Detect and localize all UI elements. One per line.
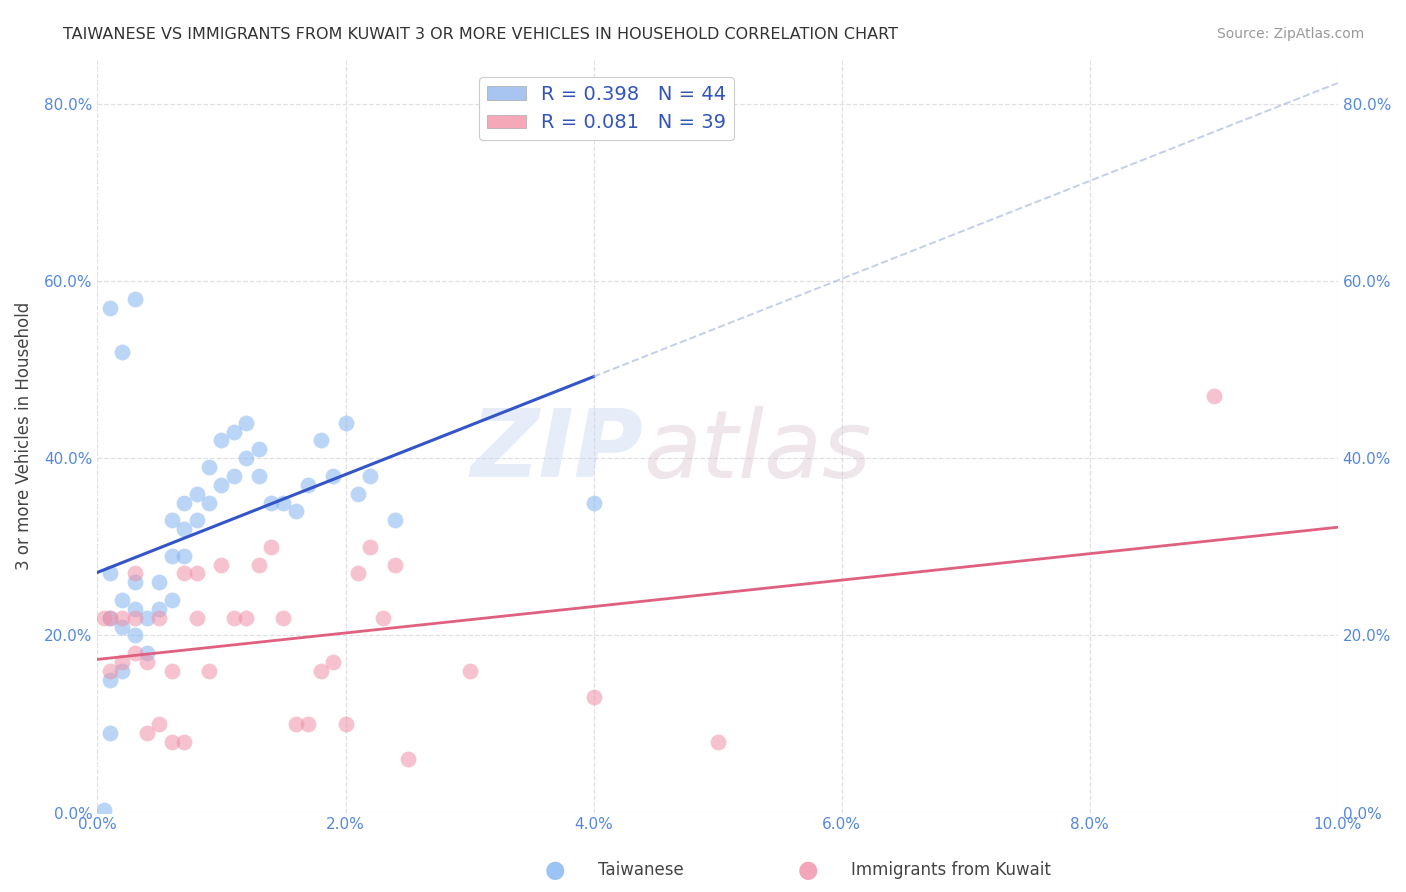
Point [260,540,283,554]
Point [211,434,233,448]
Point [124,292,146,306]
Legend: R = 0.398   N = 44, R = 0.081   N = 39: R = 0.398 N = 44, R = 0.081 N = 39 [479,77,734,140]
Text: Immigrants from Kuwait: Immigrants from Kuwait [851,861,1050,879]
Point [706,734,728,748]
Text: Source: ZipAtlas.com: Source: ZipAtlas.com [1216,27,1364,41]
Point [235,610,257,624]
Point [148,575,170,590]
Point [160,664,183,678]
Point [173,566,195,581]
Point [211,477,233,491]
Point [235,416,257,430]
Point [136,646,159,660]
Point [98,610,121,624]
Point [111,664,134,678]
Point [160,513,183,527]
Point [222,610,245,624]
Point [347,566,370,581]
Point [297,717,319,731]
Point [247,558,270,572]
Point [173,495,195,509]
Point [111,610,134,624]
Point [148,610,170,624]
Point [273,495,295,509]
Point [124,566,146,581]
Point [124,646,146,660]
Point [309,664,332,678]
Point [396,752,419,766]
Text: TAIWANESE VS IMMIGRANTS FROM KUWAIT 3 OR MORE VEHICLES IN HOUSEHOLD CORRELATION : TAIWANESE VS IMMIGRANTS FROM KUWAIT 3 OR… [63,27,898,42]
Point [111,593,134,607]
Point [582,495,605,509]
Point [284,717,307,731]
Point [186,610,208,624]
Point [160,549,183,563]
Point [124,628,146,642]
Point [384,558,406,572]
Point [186,513,208,527]
Point [148,602,170,616]
Point [371,610,394,624]
Point [136,655,159,669]
Point [335,416,357,430]
Point [93,803,115,817]
Point [198,495,221,509]
Point [222,425,245,439]
Point [173,734,195,748]
Point [111,655,134,669]
Point [335,717,357,731]
Point [347,486,370,500]
Point [98,566,121,581]
Text: ZIP: ZIP [470,405,643,497]
Point [93,610,115,624]
Point [111,619,134,633]
Point [297,477,319,491]
Point [309,434,332,448]
Point [222,469,245,483]
Point [198,664,221,678]
Point [98,726,121,740]
Point [322,469,344,483]
Y-axis label: 3 or more Vehicles in Household: 3 or more Vehicles in Household [15,302,32,570]
Point [136,726,159,740]
Point [582,690,605,705]
Point [458,664,481,678]
Text: ●: ● [546,858,565,881]
Text: ●: ● [799,858,818,881]
Point [384,513,406,527]
Point [186,566,208,581]
Point [211,558,233,572]
Point [160,593,183,607]
Point [186,486,208,500]
Point [148,717,170,731]
Point [98,664,121,678]
Point [160,734,183,748]
Point [124,602,146,616]
Point [260,495,283,509]
Point [359,469,381,483]
Text: Taiwanese: Taiwanese [598,861,683,879]
Point [273,610,295,624]
Point [247,442,270,457]
Point [136,610,159,624]
Point [98,673,121,687]
Point [98,610,121,624]
Point [235,451,257,466]
Point [1202,389,1225,403]
Point [359,540,381,554]
Point [124,575,146,590]
Text: atlas: atlas [643,406,872,497]
Point [98,301,121,315]
Point [173,549,195,563]
Point [111,345,134,359]
Point [173,522,195,536]
Point [284,504,307,518]
Point [247,469,270,483]
Point [198,460,221,475]
Point [124,610,146,624]
Point [322,655,344,669]
